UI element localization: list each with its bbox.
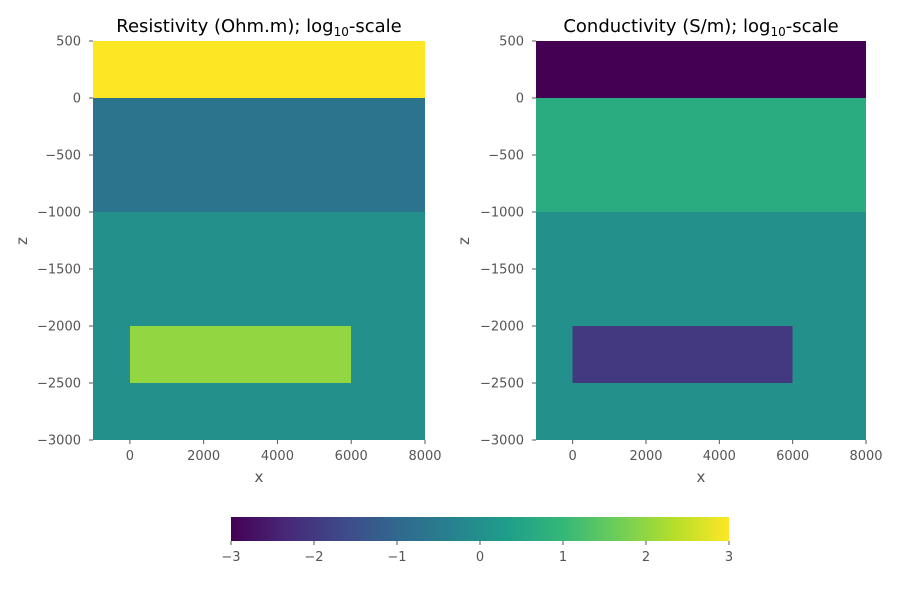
colorbar-gradient bbox=[231, 517, 729, 541]
conductivity-y-ticks: 500 0 −500 −1000 −1500 −2000 −2500 −3000 bbox=[480, 35, 536, 449]
resistivity-y-axis-label: z bbox=[13, 237, 31, 245]
conductivity-x-ticks: 0 2000 4000 6000 8000 bbox=[569, 440, 883, 464]
y-tick-label: −1500 bbox=[37, 263, 81, 278]
model-region-air bbox=[93, 41, 425, 98]
model-region-layer-1 bbox=[536, 98, 866, 212]
conductivity-model-regions bbox=[536, 41, 866, 440]
model-region-block bbox=[129, 326, 352, 383]
y-tick-label: 500 bbox=[56, 35, 81, 50]
colorbar-tick-label: −2 bbox=[304, 550, 323, 565]
colorbar-tick-label: −1 bbox=[387, 550, 406, 565]
y-tick-label: 0 bbox=[516, 92, 524, 107]
colorbar-tick-label: 0 bbox=[476, 550, 484, 565]
x-tick-label: 0 bbox=[126, 449, 134, 464]
x-tick-label: 8000 bbox=[849, 449, 882, 464]
colorbar-tick-label: 1 bbox=[559, 550, 567, 565]
resistivity-model-regions bbox=[93, 41, 425, 440]
x-tick-label: 0 bbox=[569, 449, 577, 464]
y-tick-label: −500 bbox=[45, 149, 81, 164]
x-tick-label: 6000 bbox=[776, 449, 809, 464]
colorbar: −3 −2 −1 0 1 2 3 bbox=[221, 517, 733, 565]
y-tick-label: −3000 bbox=[480, 434, 524, 449]
y-tick-label: −500 bbox=[488, 149, 524, 164]
conductivity-title: Conductivity (S/m); log10-scale bbox=[563, 16, 838, 39]
resistivity-x-ticks: 0 2000 4000 6000 8000 bbox=[126, 440, 442, 464]
resistivity-y-ticks: 500 0 −500 −1000 −1500 −2000 −2500 −3000 bbox=[37, 35, 93, 449]
y-tick-label: −3000 bbox=[37, 434, 81, 449]
y-tick-label: 0 bbox=[73, 92, 81, 107]
conductivity-y-axis-label: z bbox=[455, 237, 473, 245]
y-tick-label: 500 bbox=[499, 35, 524, 50]
conductivity-x-axis-label: x bbox=[697, 468, 706, 486]
conductivity-panel: Conductivity (S/m); log10-scale 0 2000 400… bbox=[455, 16, 883, 486]
y-tick-label: −1000 bbox=[37, 206, 81, 221]
x-tick-label: 2000 bbox=[629, 449, 662, 464]
colorbar-tick-label: 3 bbox=[725, 550, 733, 565]
colorbar-ticks: −3 −2 −1 0 1 2 3 bbox=[221, 541, 733, 565]
y-tick-label: −1000 bbox=[480, 206, 524, 221]
model-region-block bbox=[572, 326, 793, 383]
colorbar-tick-label: 2 bbox=[642, 550, 650, 565]
x-tick-label: 6000 bbox=[335, 449, 368, 464]
resistivity-x-axis-label: x bbox=[255, 468, 264, 486]
model-region-layer-1 bbox=[93, 98, 425, 212]
resistivity-title: Resistivity (Ohm.m); log10-scale bbox=[116, 16, 401, 39]
y-tick-label: −2000 bbox=[37, 320, 81, 335]
colorbar-tick-label: −3 bbox=[221, 550, 240, 565]
x-tick-label: 8000 bbox=[408, 449, 441, 464]
resistivity-panel: Resistivity (Ohm.m); log10-scale 0 2000 40… bbox=[13, 16, 442, 486]
y-tick-label: −2000 bbox=[480, 320, 524, 335]
x-tick-label: 2000 bbox=[187, 449, 220, 464]
y-tick-label: −2500 bbox=[480, 377, 524, 392]
y-tick-label: −1500 bbox=[480, 263, 524, 278]
y-tick-label: −2500 bbox=[37, 377, 81, 392]
x-tick-label: 4000 bbox=[703, 449, 736, 464]
x-tick-label: 4000 bbox=[261, 449, 294, 464]
model-region-air bbox=[536, 41, 866, 98]
